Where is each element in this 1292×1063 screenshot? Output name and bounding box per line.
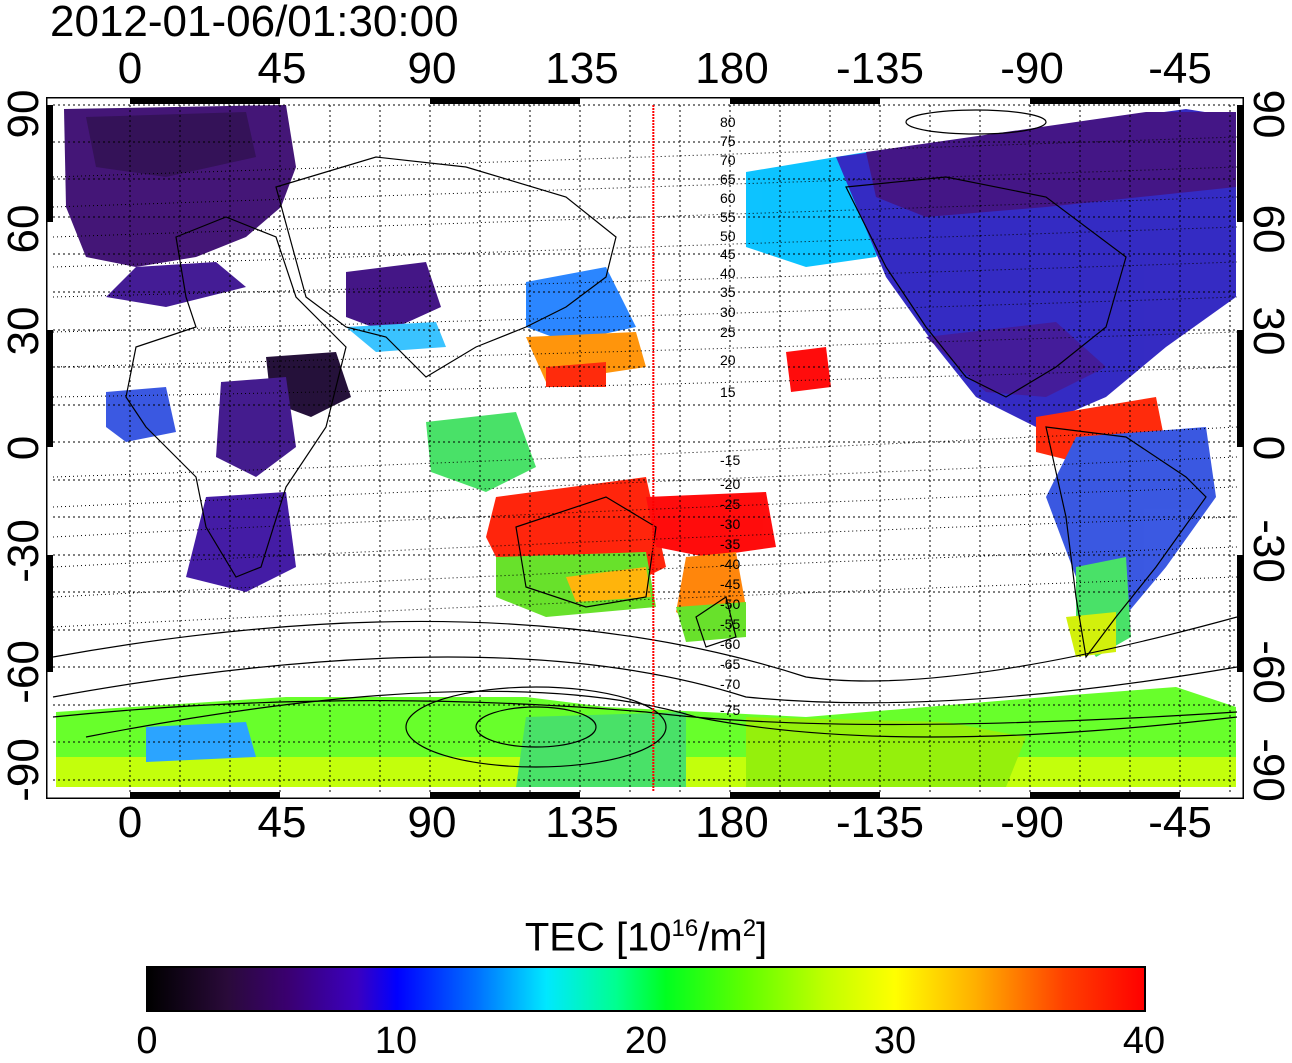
left-lat-tick: -90 (0, 738, 48, 802)
right-lat-tick: -90 (1244, 738, 1292, 802)
mlat-label: 40 (720, 265, 736, 281)
bottom-lon-tick: 90 (407, 798, 457, 847)
colorbar-tick: 40 (1122, 1020, 1166, 1062)
mlat-label: -50 (720, 596, 740, 612)
bottom-lon-tick: 45 (257, 798, 307, 847)
top-lon-tick: 135 (545, 44, 619, 93)
top-lon-tick: 90 (407, 44, 457, 93)
mlat-label: 50 (720, 228, 736, 244)
bottom-lon-tick: -135 (835, 798, 925, 847)
bottom-lon-tick: 180 (695, 798, 769, 847)
mlat-label: -35 (720, 536, 740, 552)
mlat-label: -40 (720, 556, 740, 572)
frame-ticks (46, 97, 1244, 799)
colorbar-tick: 20 (624, 1020, 668, 1062)
mlat-label: 30 (720, 304, 736, 320)
colorbar-tick: 0 (136, 1020, 158, 1062)
mlat-label: 20 (720, 352, 736, 368)
colorbar-tick: 10 (374, 1020, 418, 1062)
mlat-label: -15 (720, 452, 740, 468)
mlat-label: -25 (720, 496, 740, 512)
mlat-label: -55 (720, 616, 740, 632)
tec-data-patches (56, 105, 1236, 787)
mlat-label: 70 (720, 152, 736, 168)
bottom-lon-tick: -90 (1000, 798, 1064, 847)
right-lat-tick: -30 (1244, 519, 1292, 583)
mlat-label: 55 (720, 209, 736, 225)
mlat-label: -30 (720, 516, 740, 532)
colorbar-tick: 30 (873, 1020, 917, 1062)
mlat-label: -75 (720, 702, 740, 718)
mlat-label: 35 (720, 284, 736, 300)
bottom-lon-tick: -45 (1148, 798, 1212, 847)
mlat-label: 60 (720, 190, 736, 206)
left-lat-tick: -30 (0, 519, 48, 583)
top-lon-tick: 45 (257, 44, 307, 93)
mlat-label: 25 (720, 324, 736, 340)
bottom-lon-tick: 0 (117, 798, 143, 847)
mlat-label: -60 (720, 636, 740, 652)
mlat-label: 80 (720, 114, 736, 130)
coastlines (52, 156, 1238, 726)
mlat-label: 15 (720, 384, 736, 400)
mlat-label: -20 (720, 476, 740, 492)
mlat-label: 65 (720, 171, 736, 187)
top-lon-tick: 0 (117, 44, 143, 93)
map-title: 2012-01-06/01:30:00 (50, 0, 459, 46)
top-lon-tick: -90 (1000, 44, 1064, 93)
tec-colorbar (146, 966, 1146, 1012)
mlat-label: 75 (720, 133, 736, 149)
top-lon-tick: 180 (695, 44, 769, 93)
mlat-label: -65 (720, 656, 740, 672)
colorbar-label: TEC [1016/m2] (524, 915, 768, 960)
top-lon-tick: -45 (1148, 44, 1212, 93)
bottom-lon-tick: 135 (545, 798, 619, 847)
tec-map: 80 75 70 65 60 55 50 45 40 35 30 25 20 15 -15 -20 -25 -30… (46, 97, 1244, 799)
mlat-label: 45 (720, 246, 736, 262)
magnetic-latitude-labels: 80 75 70 65 60 55 50 45 40 35 30 25 20 15 -15 -20 -25 -30… (720, 114, 740, 718)
top-lon-tick: -135 (835, 44, 925, 93)
mlat-label: -70 (720, 676, 740, 692)
magnetic-latitude-contours (52, 136, 1238, 628)
mlat-label: -45 (720, 576, 740, 592)
